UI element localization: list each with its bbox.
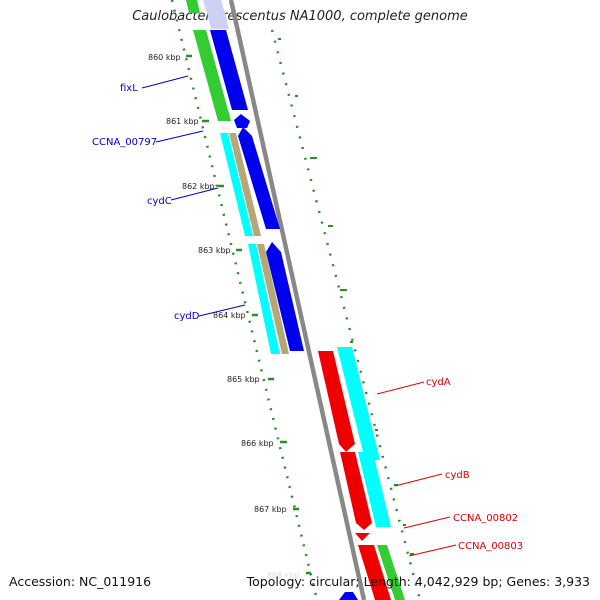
tick-label-867: 867 kbp [254, 505, 287, 514]
gene-cydD-tan-track [257, 244, 289, 354]
gene-cydD-arrow [266, 242, 304, 351]
gene-label-CCNA_00797[interactable]: CCNA_00797 [92, 137, 157, 148]
tick-label-865: 865 kbp [227, 375, 260, 384]
tick-label-862: 862 kbp [182, 182, 215, 191]
tick-label-864: 864 kbp [213, 311, 246, 320]
gene-label-fixL[interactable]: fixL [120, 83, 138, 94]
tick-label-868: 868 kbp [267, 571, 300, 580]
gene-cydD-cyan-track [248, 244, 280, 354]
gene-fixL-ghost-blue [203, 0, 225, 13]
gene-label-cydC[interactable]: cydC [147, 196, 172, 207]
tick-label-861: 861 kbp [166, 117, 199, 126]
gene-fixL-arrow [210, 30, 248, 110]
gene-CCNA_00803-green-track [377, 545, 405, 600]
gene-CCNA_00802-arrow [355, 533, 370, 541]
forward-label-leaders [141, 75, 246, 317]
gene-CCNA_00803-arrow [358, 545, 391, 600]
gene-cydA-arrow [318, 351, 355, 452]
inner-tick-marks [186, 54, 311, 575]
gene-label-CCNA_00803[interactable]: CCNA_00803 [458, 541, 523, 552]
gene-label-CCNA_00802[interactable]: CCNA_00802 [453, 513, 518, 524]
tick-label-860: 860 kbp [148, 53, 181, 62]
gene-cydB-cyan-track [358, 452, 391, 527]
gene-CCNA_00797-arrow [234, 114, 250, 128]
gene-label-cydB[interactable]: cydB [445, 470, 470, 481]
accession-text: Accession: NC_011916 [9, 574, 152, 589]
gene-fixL-ghost [186, 0, 200, 13]
gene-cydC-arrow [238, 127, 280, 229]
reverse-label-leaders [376, 381, 457, 557]
gene-fixL-green-track [193, 30, 231, 121]
gene-fixL-ghost-blue2 [207, 13, 229, 29]
gene-cydC-tan-track [229, 133, 261, 236]
gene-bottom-blue-arrow [339, 592, 358, 600]
gene-cydC-cyan-track [220, 133, 253, 236]
genome-backbone [228, 0, 367, 600]
tick-label-863: 863 kbp [198, 246, 231, 255]
gene-label-cydD[interactable]: cydD [174, 311, 200, 322]
gene-cydB-arrow [340, 452, 372, 530]
genome-summary-text: Topology: circular; Length: 4,042,929 bp… [246, 574, 590, 589]
tick-label-866: 866 kbp [241, 439, 274, 448]
gene-label-cydA[interactable]: cydA [426, 377, 451, 388]
gene-cydA-cyan-track [337, 347, 380, 460]
